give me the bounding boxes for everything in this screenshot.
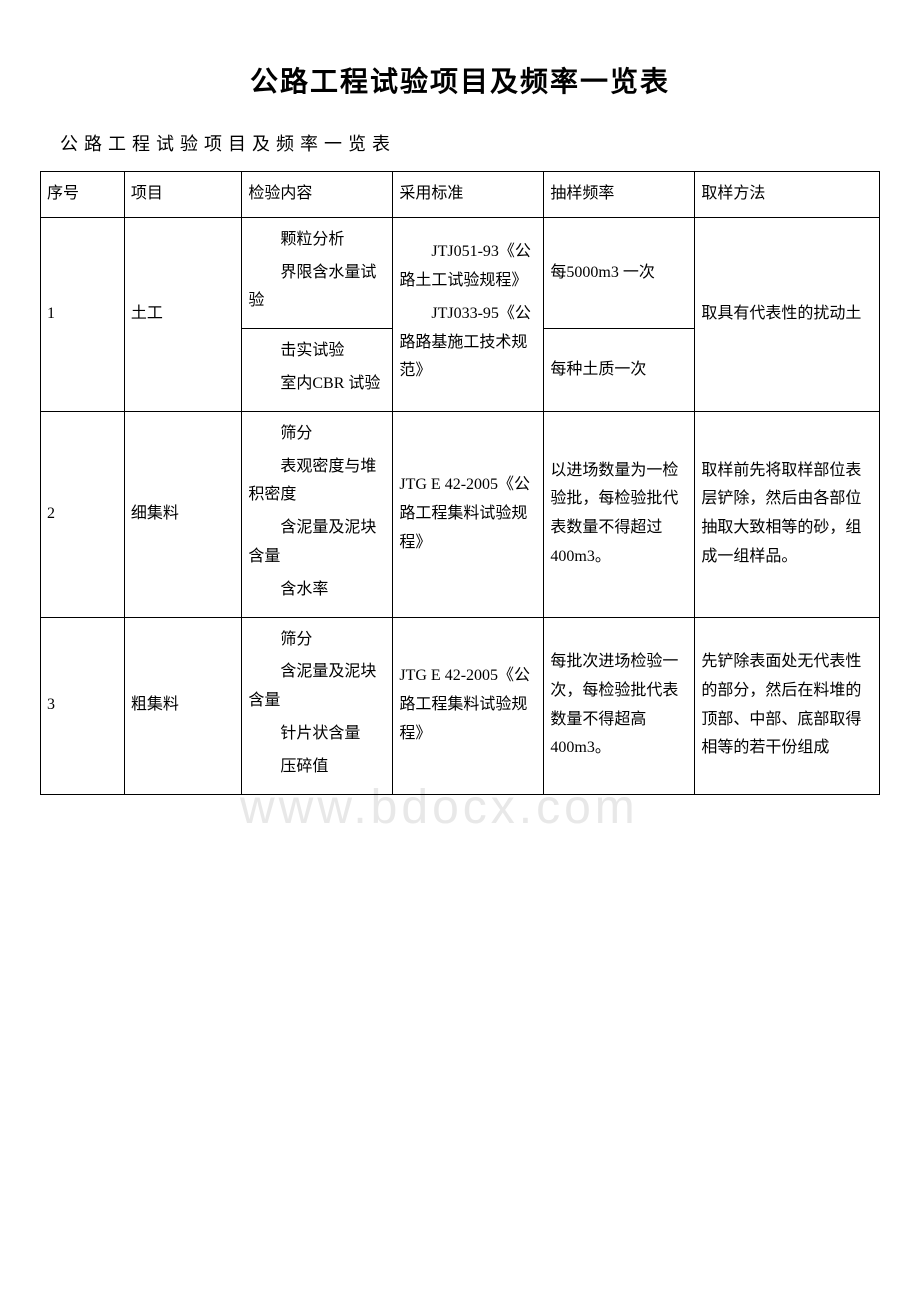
cell-content-2: 筛分 表观密度与堆积密度 含泥量及泥块含量 含水率 (242, 411, 393, 617)
main-table: 序号 项目 检验内容 采用标准 抽样频率 取样方法 1 土工 颗粒分析 界限含水… (40, 171, 880, 795)
cell-content-1a: 颗粒分析 界限含水量试验 (242, 217, 393, 328)
header-method: 取样方法 (695, 172, 880, 218)
cell-num-1: 1 (41, 217, 125, 411)
table-row: 1 土工 颗粒分析 界限含水量试验 JTJ051-93《公路土工试验规程》 JT… (41, 217, 880, 328)
cell-item-1: 土工 (124, 217, 241, 411)
header-item: 项目 (124, 172, 241, 218)
table-row: 3 粗集料 筛分 含泥量及泥块含量 针片状含量 压碎值 JTG E 42-200… (41, 617, 880, 794)
cell-content-3: 筛分 含泥量及泥块含量 针片状含量 压碎值 (242, 617, 393, 794)
header-num: 序号 (41, 172, 125, 218)
cell-method-1: 取具有代表性的扰动土 (695, 217, 880, 411)
header-content: 检验内容 (242, 172, 393, 218)
cell-method-2: 取样前先将取样部位表层铲除，然后由各部位抽取大致相等的砂，组成一组样品。 (695, 411, 880, 617)
cell-item-3: 粗集料 (124, 617, 241, 794)
page-subtitle: 公路工程试验项目及频率一览表 (40, 130, 880, 156)
cell-num-2: 2 (41, 411, 125, 617)
page-title: 公路工程试验项目及频率一览表 (40, 60, 880, 100)
cell-freq-1b: 每种土质一次 (544, 329, 695, 412)
header-standard: 采用标准 (393, 172, 544, 218)
cell-item-2: 细集料 (124, 411, 241, 617)
cell-num-3: 3 (41, 617, 125, 794)
cell-standard-1: JTJ051-93《公路土工试验规程》 JTJ033-95《公路路基施工技术规范… (393, 217, 544, 411)
header-freq: 抽样频率 (544, 172, 695, 218)
page: www.bdocx.com 公路工程试验项目及频率一览表 公路工程试验项目及频率… (40, 60, 880, 795)
cell-method-3: 先铲除表面处无代表性的部分，然后在料堆的顶部、中部、底部取得相等的若干份组成 (695, 617, 880, 794)
cell-standard-3: JTG E 42-2005《公路工程集料试验规程》 (393, 617, 544, 794)
table-header-row: 序号 项目 检验内容 采用标准 抽样频率 取样方法 (41, 172, 880, 218)
cell-freq-1a: 每5000m3 一次 (544, 217, 695, 328)
cell-freq-2: 以进场数量为一检验批，每检验批代表数量不得超过 400m3。 (544, 411, 695, 617)
cell-freq-3: 每批次进场检验一次，每检验批代表数量不得超高400m3。 (544, 617, 695, 794)
cell-standard-2: JTG E 42-2005《公路工程集料试验规程》 (393, 411, 544, 617)
table-row: 2 细集料 筛分 表观密度与堆积密度 含泥量及泥块含量 含水率 JTG E 42… (41, 411, 880, 617)
cell-content-1b: 击实试验 室内CBR 试验 (242, 329, 393, 412)
